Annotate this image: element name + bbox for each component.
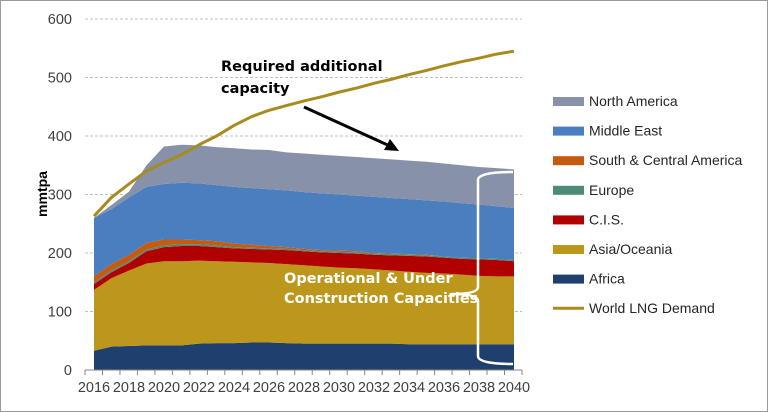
legend-label: C.I.S. [589,211,624,227]
world-lng-demand-line [92,49,515,218]
x-tick-label: 2018 [113,380,145,396]
legend-swatch [553,215,584,225]
legend-item: Europe [553,182,634,198]
legend-swatch [553,156,584,166]
arrow-head [384,139,399,151]
area-north-america [94,144,514,218]
brace [451,170,514,366]
x-tick-label: 2038 [463,380,495,396]
annotation-operational-line2: Construction Capacities [284,291,478,307]
legend-label: Europe [589,182,634,198]
area-c-i-s- [94,245,514,290]
legend-swatch [553,97,584,106]
x-tick-label: 2024 [218,380,250,396]
legend-item: Asia/Oceania [553,241,672,257]
x-tick-label: 2032 [358,380,390,396]
legend-item: Africa [553,271,625,287]
y-tick-label: 0 [64,363,72,379]
area-asia-oceania [94,260,514,351]
legend-swatch [553,185,584,195]
x-tick-label: 2020 [148,380,180,396]
legend-label: Asia/Oceania [589,241,672,257]
legend-item: North America [553,93,678,109]
legend-label: Middle East [589,123,662,139]
legend-item: Middle East [553,123,662,139]
legend: North America Middle East South & Central … [553,93,743,316]
legend-label: Africa [589,271,625,287]
legend-label: South & Central America [589,152,743,168]
legend-label: North America [589,93,678,109]
legend-swatch [553,245,584,254]
legend-swatch [553,126,584,136]
area-middle-east [94,182,514,277]
x-tick-label: 2016 [78,380,110,396]
legend-swatch [553,274,584,284]
y-tick-label: 200 [48,246,72,262]
annotation-required-line1: Required additional [221,59,383,75]
x-tick-label: 2040 [498,380,530,396]
legend-item: C.I.S. [553,211,624,227]
legend-item: South & Central America [553,152,743,168]
x-tick-label: 2030 [323,380,355,396]
x-tick-label: 2036 [428,380,460,396]
y-axis-label: mmtpa [34,171,50,217]
x-tick-label: 2022 [183,380,215,396]
annotation-required-line2: capacity [221,81,290,97]
y-tick-label: 100 [48,305,72,321]
y-tick-label: 600 [48,12,72,28]
y-tick-label: 500 [48,71,72,87]
y-tick-label: 300 [48,188,72,204]
arrow-shaft [303,105,393,149]
legend-item: World LNG Demand [553,300,715,316]
x-tick-label: 2034 [393,380,425,396]
x-tick-label: 2028 [288,380,320,396]
y-tick-label: 400 [48,129,72,145]
area-africa [94,342,514,370]
x-tick-label: 2026 [253,380,285,396]
legend-label: World LNG Demand [589,300,715,316]
annotation-arrow [303,105,399,151]
demand-line-group [92,49,515,218]
areas [94,144,514,370]
annotation-operational-line1: Operational & Under [284,271,453,287]
